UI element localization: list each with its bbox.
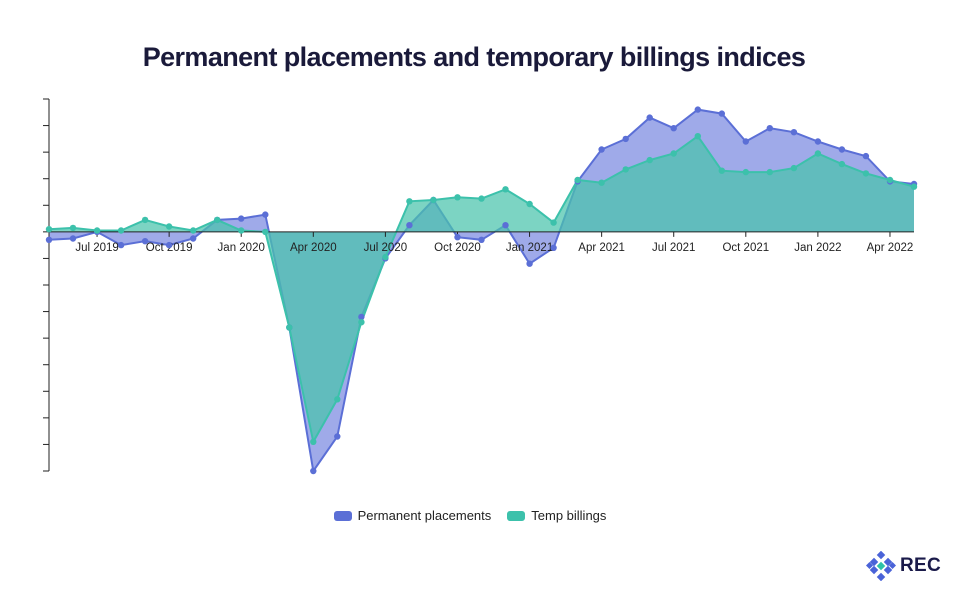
data-point-0[interactable] bbox=[814, 138, 822, 145]
data-point-0[interactable] bbox=[598, 146, 605, 153]
data-point-0[interactable] bbox=[646, 114, 653, 121]
data-point-1[interactable] bbox=[165, 223, 173, 230]
data-point-0[interactable] bbox=[310, 467, 317, 475]
data-point-1[interactable] bbox=[190, 227, 197, 234]
data-point-1[interactable] bbox=[382, 253, 389, 261]
data-point-1[interactable] bbox=[526, 200, 533, 208]
data-point-0[interactable] bbox=[526, 260, 533, 267]
data-point-0[interactable] bbox=[454, 234, 461, 241]
chart-areas bbox=[48, 108, 915, 474]
data-point-0[interactable] bbox=[165, 241, 173, 249]
data-point-0[interactable] bbox=[45, 236, 53, 243]
rec-logo-icon bbox=[866, 551, 896, 581]
data-point-1[interactable] bbox=[766, 168, 773, 176]
data-point-0[interactable] bbox=[790, 129, 798, 136]
chart-title: Permanent placements and temporary billi… bbox=[142, 42, 806, 72]
y-axis bbox=[43, 98, 50, 472]
data-point-1[interactable] bbox=[646, 156, 653, 164]
x-tick-label: Apr 2022 bbox=[867, 242, 914, 254]
x-tick-label: Jul 2019 bbox=[75, 242, 118, 254]
data-point-1[interactable] bbox=[790, 164, 798, 172]
data-point-1[interactable] bbox=[622, 166, 629, 173]
data-point-1[interactable] bbox=[718, 167, 725, 174]
data-point-0[interactable] bbox=[262, 211, 269, 218]
data-point-0[interactable] bbox=[766, 125, 773, 132]
data-point-1[interactable] bbox=[502, 186, 509, 193]
data-point-0[interactable] bbox=[69, 235, 77, 242]
data-point-0[interactable] bbox=[190, 235, 197, 242]
data-point-0[interactable] bbox=[550, 244, 557, 251]
chart-legend: Permanent placements Temp billings bbox=[0, 508, 940, 523]
x-tick-label: Jan 2021 bbox=[506, 242, 553, 254]
data-point-0[interactable] bbox=[502, 222, 509, 229]
data-point-0[interactable] bbox=[838, 146, 846, 153]
data-point-1[interactable] bbox=[910, 183, 918, 190]
data-point-1[interactable] bbox=[430, 196, 437, 204]
area-fill-1 bbox=[49, 136, 914, 442]
x-tick-label: Oct 2021 bbox=[722, 242, 769, 254]
data-point-1[interactable] bbox=[406, 198, 413, 205]
legend-label-temp: Temp billings bbox=[531, 508, 607, 523]
legend-item-temp[interactable]: Temp billings bbox=[507, 508, 606, 523]
data-point-0[interactable] bbox=[718, 110, 725, 117]
data-point-1[interactable] bbox=[838, 160, 846, 168]
data-point-0[interactable] bbox=[358, 313, 365, 321]
x-tick-label: Jan 2022 bbox=[794, 242, 841, 254]
area-fill-0 bbox=[49, 109, 914, 471]
data-point-1[interactable] bbox=[550, 219, 557, 226]
data-point-1[interactable] bbox=[478, 195, 485, 202]
data-point-1[interactable] bbox=[286, 324, 293, 331]
x-tick-label: Apr 2020 bbox=[290, 242, 337, 254]
data-point-0[interactable] bbox=[141, 238, 149, 245]
data-point-0[interactable] bbox=[742, 138, 749, 145]
data-point-0[interactable] bbox=[117, 241, 125, 249]
rec-logo-text: REC bbox=[900, 555, 942, 576]
legend-label-permanent: Permanent placements bbox=[357, 508, 492, 523]
data-point-0[interactable] bbox=[238, 215, 245, 222]
data-point-1[interactable] bbox=[334, 396, 341, 403]
rec-logo: REC bbox=[866, 551, 941, 581]
data-point-1[interactable] bbox=[69, 224, 77, 232]
data-point-1[interactable] bbox=[862, 170, 870, 177]
data-point-1[interactable] bbox=[886, 176, 894, 184]
data-point-1[interactable] bbox=[454, 194, 461, 201]
data-point-1[interactable] bbox=[574, 176, 581, 184]
x-tick-label: Jan 2020 bbox=[218, 242, 265, 254]
x-tick-label: Jul 2020 bbox=[364, 242, 407, 254]
data-point-0[interactable] bbox=[622, 135, 629, 143]
chart-points bbox=[45, 106, 918, 475]
legend-swatch-permanent bbox=[333, 510, 352, 521]
data-point-0[interactable] bbox=[478, 236, 485, 243]
data-point-1[interactable] bbox=[117, 227, 125, 234]
data-point-0[interactable] bbox=[670, 125, 677, 132]
data-point-1[interactable] bbox=[141, 216, 149, 224]
data-point-0[interactable] bbox=[694, 106, 701, 113]
data-point-1[interactable] bbox=[670, 150, 677, 157]
data-point-1[interactable] bbox=[598, 179, 605, 186]
data-point-1[interactable] bbox=[214, 216, 221, 224]
data-point-1[interactable] bbox=[742, 168, 749, 176]
data-point-1[interactable] bbox=[93, 227, 101, 234]
data-point-1[interactable] bbox=[45, 226, 53, 233]
x-tick-label: Oct 2020 bbox=[434, 242, 481, 254]
data-point-1[interactable] bbox=[310, 438, 317, 445]
data-point-1[interactable] bbox=[694, 133, 701, 140]
data-point-1[interactable] bbox=[358, 319, 365, 326]
data-point-1[interactable] bbox=[262, 228, 269, 236]
legend-swatch-temp bbox=[507, 510, 526, 521]
legend-item-permanent[interactable]: Permanent placements bbox=[333, 508, 492, 523]
data-point-0[interactable] bbox=[406, 222, 413, 229]
data-point-1[interactable] bbox=[814, 150, 822, 157]
x-tick-label: Jul 2021 bbox=[652, 242, 695, 254]
data-point-0[interactable] bbox=[334, 433, 341, 440]
data-point-0[interactable] bbox=[862, 152, 870, 160]
x-tick-label: Apr 2021 bbox=[578, 242, 625, 254]
data-point-1[interactable] bbox=[238, 227, 245, 234]
